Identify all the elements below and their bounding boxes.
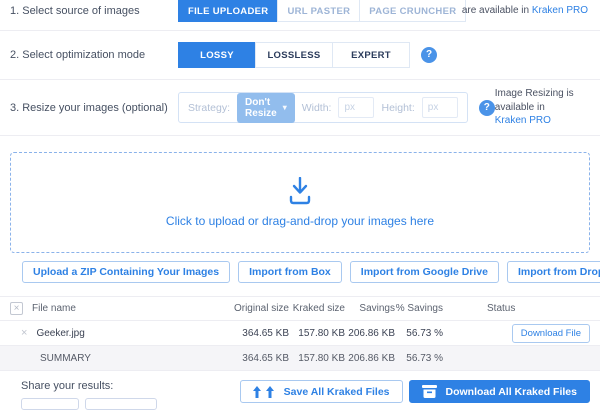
remove-all-icon[interactable]: × <box>10 302 23 315</box>
mode-help-icon[interactable]: ? <box>421 47 437 63</box>
kraken-pro-link-resize[interactable]: Kraken PRO <box>494 115 551 127</box>
tab-lossy[interactable]: LOSSY <box>178 42 256 68</box>
header-pct-savings: % Savings <box>395 303 443 314</box>
summary-kraked-size: 157.80 KB <box>298 352 345 364</box>
file-savings: 206.86 KB <box>348 327 395 339</box>
table-row: × Geeker.jpg 364.65 KB 157.80 KB 206.86 … <box>0 321 600 346</box>
upload-zip-button[interactable]: Upload a ZIP Containing Your Images <box>22 261 231 283</box>
resize-options-box: Strategy: Don't Resize ▾ Width: Height: <box>178 92 468 123</box>
footer-buttons: Save All Kraked Files Download All Krake… <box>239 380 590 403</box>
header-original-size: Original size <box>233 303 289 314</box>
mode-step-label: 2. Select optimization mode <box>10 49 146 61</box>
kraken-pro-link[interactable]: Kraken PRO <box>531 5 588 16</box>
tab-url-paster[interactable]: URL PASTER <box>277 0 361 22</box>
tab-lossless[interactable]: LOSSLESS <box>255 42 333 68</box>
remove-file-icon[interactable]: × <box>21 327 28 339</box>
upload-arrow-icon <box>289 177 311 205</box>
resize-help-icon[interactable]: ? <box>478 99 495 116</box>
mode-step-row: 2. Select optimization mode LOSSY LOSSLE… <box>0 31 600 80</box>
upload-dropzone[interactable]: Click to upload or drag-and-drop your im… <box>10 152 590 253</box>
import-dropbox-button[interactable]: Import from Dropbox <box>506 261 600 283</box>
dropzone-text: Click to upload or drag-and-drop your im… <box>165 214 435 228</box>
width-input[interactable] <box>338 97 375 118</box>
chevron-down-icon: ▾ <box>282 103 287 112</box>
mode-tabs: LOSSY LOSSLESS EXPERT <box>178 42 410 68</box>
height-label: Height: <box>381 101 415 114</box>
source-step-label: 1. Select source of images <box>10 5 140 17</box>
footer: Share your results: Save All Kraked File… <box>0 371 600 410</box>
tab-file-uploader[interactable]: FILE UPLOADER <box>178 0 279 22</box>
file-name: Geeker.jpg <box>36 327 85 339</box>
import-box-button[interactable]: Import from Box <box>238 261 342 283</box>
source-tabs: FILE UPLOADER URL PASTER PAGE CRUNCHER <box>178 0 467 22</box>
resize-pro-note: Image Resizing is available in Kraken PR… <box>494 88 574 127</box>
strategy-label: Strategy: <box>188 101 231 114</box>
download-file-button[interactable]: Download File <box>511 323 590 343</box>
header-status: Status <box>487 303 516 314</box>
share-block: Share your results: <box>10 380 157 410</box>
results-table: × File name Original size Kraked size Sa… <box>0 296 600 371</box>
summary-savings: 206.86 KB <box>348 352 395 364</box>
width-label: Width: <box>301 101 332 114</box>
cloud-save-icons <box>252 385 274 398</box>
import-google-drive-button[interactable]: Import from Google Drive <box>349 261 499 283</box>
summary-pct-savings: 56.73 % <box>406 352 443 364</box>
height-input[interactable] <box>421 97 458 118</box>
table-header-row: × File name Original size Kraked size Sa… <box>0 297 600 321</box>
strategy-dropdown-value: Don't Resize <box>245 96 277 119</box>
download-all-kraked-files-button[interactable]: Download All Kraked Files <box>408 380 590 403</box>
header-savings: Savings <box>359 303 395 314</box>
header-file-name: File name <box>32 303 76 314</box>
header-kraked-size: Kraked size <box>292 303 345 314</box>
source-step-row: 1. Select source of images FILE UPLOADER… <box>0 0 600 31</box>
resize-step-label: 3. Resize your images (optional) <box>10 101 168 114</box>
summary-original-size: 364.65 KB <box>242 352 289 364</box>
share-results-label: Share your results: <box>21 380 114 392</box>
pro-note: are available in Kraken PRO <box>461 5 588 16</box>
file-kraked-size: 157.80 KB <box>298 327 345 339</box>
resize-step-row: 3. Resize your images (optional) Strateg… <box>0 80 600 136</box>
download-archive-icon <box>421 385 437 398</box>
import-actions-row: Upload a ZIP Containing Your Images Impo… <box>10 261 600 283</box>
cloud-import-group: Import from Box Import from Google Drive… <box>238 261 600 283</box>
strategy-dropdown[interactable]: Don't Resize ▾ <box>237 92 295 123</box>
tab-expert[interactable]: EXPERT <box>332 42 410 68</box>
summary-label: SUMMARY <box>40 352 91 364</box>
summary-row: SUMMARY 364.65 KB 157.80 KB 206.86 KB 56… <box>0 346 600 371</box>
tab-page-cruncher[interactable]: PAGE CRUNCHER <box>359 0 467 22</box>
file-original-size: 364.65 KB <box>242 327 289 339</box>
file-pct-savings: 56.73 % <box>406 327 443 339</box>
